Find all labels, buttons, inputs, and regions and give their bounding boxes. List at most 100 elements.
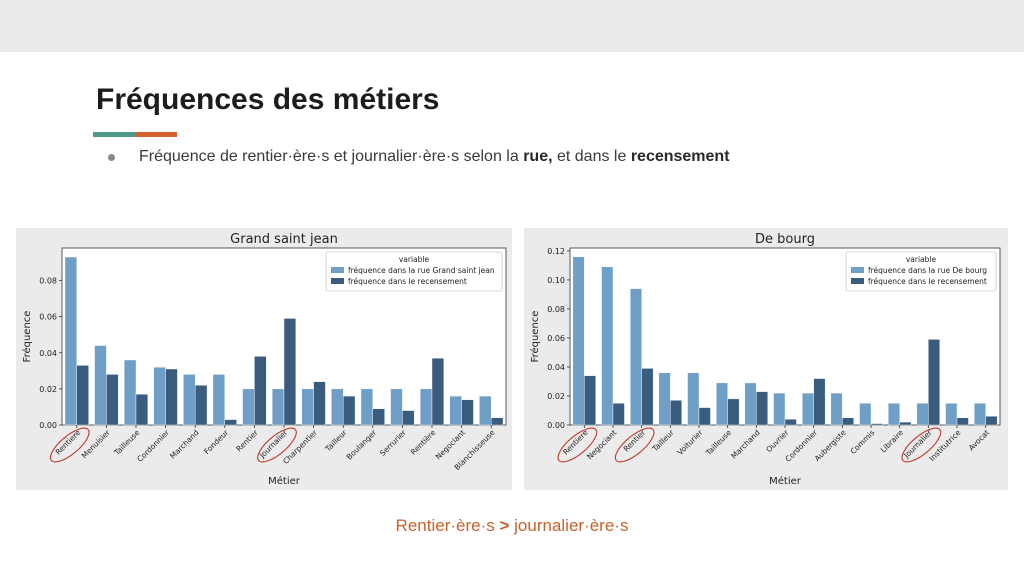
legend-box [325,251,503,292]
bar-census [343,395,356,426]
bar-street [715,382,728,426]
bar-census [283,318,297,426]
bar-street [945,403,958,426]
bar-census [431,357,445,426]
y-axis-label: Fréquence [21,311,33,363]
bar-census [313,381,326,426]
y-tick-label: 0.04 [547,363,565,372]
highlight-circle [557,427,598,463]
bar-street [572,256,585,426]
chart-panel-grand-saint-jean: Grand saint jean 0.00 0.02 0.04 0.06 0.08 Fréq… [16,228,512,490]
bullet-text-bold-rue: rue, [523,148,553,165]
legend-swatch [331,267,344,273]
bullet-text: Fréquence de rentier·ère·s et journalier… [139,148,730,166]
bullet-text-bold-recensement: recensement [630,148,730,165]
accent-teal [93,132,135,137]
bullet-dot-icon [108,153,115,161]
bar-census [756,391,768,426]
bar-census [106,374,119,426]
y-tick-label: 0.10 [547,276,565,285]
bar-census [985,416,998,426]
x-tick-label: Marchand [729,428,762,461]
highlight-circle [614,427,655,463]
legend-title: variable [906,255,937,264]
bar-census [928,339,941,426]
bar-street [360,388,373,426]
bar-census [165,368,178,426]
y-tick-label: 0.00 [547,421,565,430]
bar-census [194,385,208,426]
bar-census [612,403,625,426]
x-axis-label: Métier [268,475,301,487]
legend: variable fréquence dans la rue Grand sain… [325,251,503,292]
bar-street [153,367,166,426]
bar-census [956,417,969,426]
bar-census [372,408,385,426]
bar-census [784,418,797,426]
y-tick-label: 0.00 [39,421,57,430]
highlight-circle [257,427,297,463]
bar-street [390,388,403,426]
highlight-circle [49,427,90,463]
bar-census [491,417,504,426]
x-tick-label: Ouvrier [764,427,791,454]
bar-census [254,356,267,426]
bar-street [123,359,137,426]
bar-street [301,388,314,426]
x-tick-label: Marchand [168,428,201,461]
bar-street [830,392,843,426]
bar-street [419,388,433,426]
x-tick-label: Boulanger [345,427,379,461]
legend-label: fréquence dans le recensement [868,277,987,286]
chart-title: Grand saint jean [230,232,338,247]
x-tick-label: Rentier [234,427,260,453]
bar-street [888,403,900,426]
bar-census [641,368,654,426]
x-tick-label: Voiturier [676,427,705,456]
bar-census [842,417,855,426]
bar-street [64,256,77,426]
bar-street [629,288,642,426]
x-tick-label: Rentière [409,428,438,457]
bar-street [658,372,671,426]
x-tick-label: Avocat [967,428,991,452]
legend: variable fréquence dans la rue De bourg fr… [845,251,997,292]
bar-census [76,365,89,426]
chart-panel-de-bourg: De bourg 0.00 0.02 0.04 0.06 0.08 0.10 0.12 Fréq… [524,228,1008,490]
chart-de-bourg: De bourg 0.00 0.02 0.04 0.06 0.08 0.10 0.12 Fréq… [529,232,1001,487]
bar-street [859,403,872,426]
bar-street [242,388,255,426]
bar-street [974,403,986,426]
conclusion-right: journalier·ère·s [509,516,629,535]
bar-street [94,345,107,426]
y-tick-label: 0.08 [547,305,565,314]
bar-street [916,403,929,426]
chart-grand-saint-jean: Grand saint jean 0.00 0.02 0.04 0.06 0.08 Fréq… [21,232,507,487]
x-tick-label: Menuisier [80,427,113,460]
y-tick-label: 0.04 [39,349,57,358]
bar-census [461,399,474,426]
title-accent-line [93,132,177,137]
legend-swatch [331,278,344,284]
bar-street [687,372,700,426]
bar-census [727,398,740,426]
bar-street [331,388,344,426]
legend-swatch [851,267,864,273]
x-tick-label: Tailleur [323,427,350,454]
highlight-circle [901,427,942,463]
x-tick-label: Aubergiste [813,428,848,463]
legend-label: fréquence dans la rue Grand saint jean [348,266,495,275]
conclusion-text: Rentier·ère·s > journalier·ère·s [0,516,1024,536]
x-tick-label: Rentiere [54,428,83,457]
conclusion-left: Rentier·ère·s [395,516,500,535]
bar-census [402,410,415,426]
legend-box [845,251,997,292]
x-axis-label: Métier [769,475,802,487]
bar-census [135,394,149,426]
bar-street [601,266,614,426]
bar-census [870,423,883,426]
x-tick-label: Serrurier [378,427,408,457]
bar-census [813,378,826,426]
bar-census [224,419,237,426]
conclusion-sign: > [499,516,510,535]
